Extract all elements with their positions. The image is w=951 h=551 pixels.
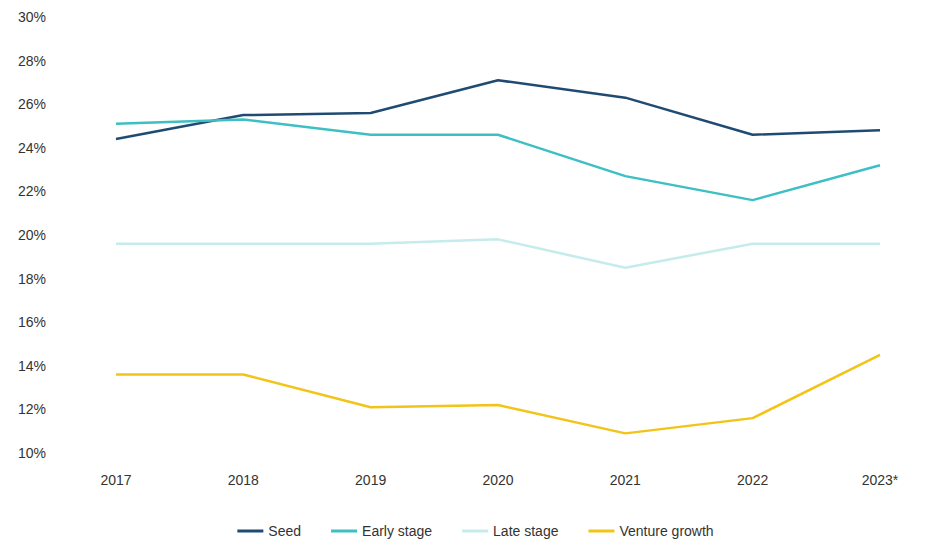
svg-text:26%: 26% [18,96,46,112]
svg-text:20%: 20% [18,227,46,243]
svg-text:2023*: 2023* [862,472,899,488]
svg-text:Early stage: Early stage [362,523,432,539]
svg-text:2021: 2021 [610,472,641,488]
svg-text:2019: 2019 [355,472,386,488]
svg-text:Seed: Seed [268,523,301,539]
svg-text:12%: 12% [18,401,46,417]
svg-text:30%: 30% [18,9,46,25]
svg-text:Venture growth: Venture growth [619,523,713,539]
svg-text:10%: 10% [18,445,46,461]
svg-text:2022: 2022 [737,472,768,488]
svg-text:28%: 28% [18,53,46,69]
svg-text:24%: 24% [18,140,46,156]
svg-text:2020: 2020 [482,472,513,488]
svg-text:22%: 22% [18,183,46,199]
svg-text:2018: 2018 [228,472,259,488]
svg-text:2017: 2017 [100,472,131,488]
svg-text:18%: 18% [18,271,46,287]
svg-text:Late stage: Late stage [493,523,559,539]
svg-text:16%: 16% [18,314,46,330]
svg-text:14%: 14% [18,358,46,374]
